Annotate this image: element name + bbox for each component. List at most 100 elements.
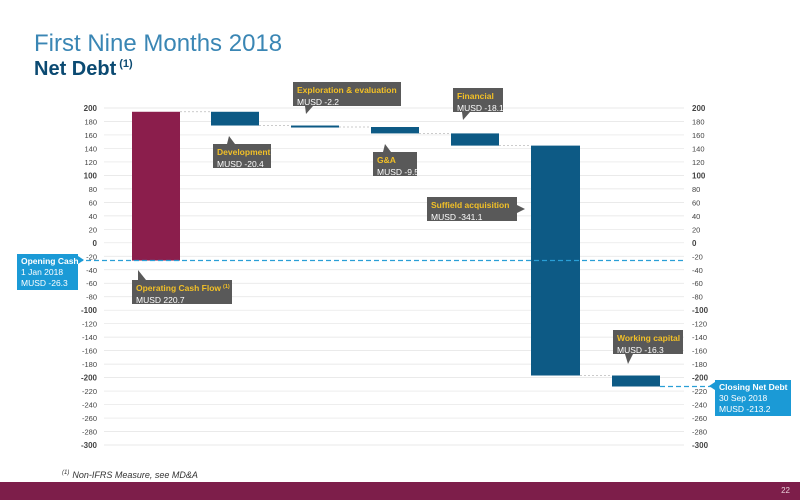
y-tick-label-left: -120	[82, 320, 97, 329]
page-subtitle: Net Debt (1)	[34, 58, 133, 81]
callout-opening-cash-box	[17, 254, 78, 290]
callout-closing-net-debt-value: MUSD -213.2	[719, 404, 771, 414]
waterfall-bar	[291, 125, 339, 128]
y-tick-label-right: -120	[692, 320, 707, 329]
subtitle-text: Net Debt	[34, 58, 117, 80]
y-tick-label-right: -60	[692, 279, 703, 288]
y-tick-label-right: -280	[692, 428, 707, 437]
waterfall-bar	[612, 375, 660, 387]
y-tick-label-right: -20	[692, 252, 703, 261]
y-tick-label-left: 140	[84, 144, 97, 153]
subtitle-footnote-mark: (1)	[119, 58, 133, 70]
page-number: 22	[781, 486, 790, 495]
callout-suffield-box	[427, 197, 517, 221]
callout-financial-pointer	[462, 112, 470, 120]
y-tick-label-left: 100	[84, 171, 98, 180]
callout-operating-cash-flow-value: MUSD 220.7	[136, 295, 185, 305]
page-title: First Nine Months 2018	[34, 30, 283, 57]
callout-operating-cash-flow-title: Operating Cash Flow (1)	[136, 283, 230, 293]
callout-working-capital-box	[613, 330, 683, 354]
y-tick-label-left: 80	[89, 185, 97, 194]
callout-g-and-a-title: G&A	[377, 155, 396, 165]
waterfall-bar	[211, 111, 259, 126]
y-tick-label-left: -160	[82, 347, 97, 356]
y-tick-label-right: 20	[692, 225, 700, 234]
y-tick-label-left: -60	[86, 279, 97, 288]
footnote-text: Non-IFRS Measure, see MD&A	[72, 470, 198, 480]
callout-suffield-value: MUSD -341.1	[431, 212, 483, 222]
y-tick-label-left: 180	[84, 117, 97, 126]
y-tick-label-left: -20	[86, 252, 97, 261]
y-tick-label-right: -80	[692, 293, 703, 302]
y-tick-label-right: -220	[692, 387, 707, 396]
y-tick-label-left: 160	[84, 131, 97, 140]
callout-closing-net-debt-pointer	[709, 382, 715, 390]
callout-g-and-a-pointer	[383, 144, 391, 152]
waterfall-bar	[451, 133, 499, 146]
y-tick-label-left: -260	[82, 414, 97, 423]
y-tick-label-left: 40	[89, 212, 97, 221]
y-tick-label-right: -160	[692, 347, 707, 356]
y-tick-label-right: 0	[692, 239, 697, 248]
y-tick-label-left: -180	[82, 360, 97, 369]
footnote: (1) Non-IFRS Measure, see MD&A	[62, 470, 198, 480]
callout-development-pointer	[227, 136, 235, 144]
callout-development-value: MUSD -20.4	[217, 159, 264, 169]
y-tick-label-right: -300	[692, 441, 709, 450]
y-tick-label-left: -140	[82, 333, 97, 342]
y-tick-label-right: -40	[692, 266, 703, 275]
y-tick-label-left: -240	[82, 401, 97, 410]
y-tick-label-right: 80	[692, 185, 700, 194]
y-tick-label-right: -180	[692, 360, 707, 369]
callout-g-and-a-box	[373, 152, 417, 176]
callout-operating-cash-flow-pointer	[138, 270, 146, 280]
y-tick-label-left: -100	[81, 306, 98, 315]
callout-operating-cash-flow-box	[132, 280, 232, 304]
y-tick-label-right: -140	[692, 333, 707, 342]
callout-closing-net-debt-title: Closing Net Debt	[719, 382, 788, 392]
y-tick-label-left: -220	[82, 387, 97, 396]
callout-closing-net-debt-box	[715, 380, 791, 416]
callout-financial-value: MUSD -18.1	[457, 103, 504, 113]
callout-exploration-pointer	[305, 106, 313, 114]
callout-opening-cash-pointer	[78, 256, 84, 264]
callout-development-box	[213, 144, 271, 168]
y-tick-label-right: 160	[692, 131, 705, 140]
waterfall-bar	[132, 111, 180, 261]
y-tick-label-left: 0	[93, 239, 98, 248]
y-tick-label-left: 120	[84, 158, 97, 167]
callout-g-and-a-value: MUSD -9.5	[377, 167, 419, 177]
y-tick-label-right: 60	[692, 198, 700, 207]
y-tick-label-right: 200	[692, 104, 706, 113]
y-tick-label-right: 40	[692, 212, 700, 221]
callout-opening-cash-date: 1 Jan 2018	[21, 267, 63, 277]
callout-exploration-value: MUSD -2.2	[297, 97, 339, 107]
y-tick-label-right: 140	[692, 144, 705, 153]
footnote-mark: (1)	[62, 470, 70, 476]
callout-suffield-pointer	[517, 205, 525, 213]
callout-exploration-box	[293, 82, 401, 106]
waterfall-bar	[371, 127, 419, 134]
callout-development-title: Development	[217, 147, 271, 157]
y-tick-label-right: -240	[692, 401, 707, 410]
callout-working-capital-value: MUSD -16.3	[617, 345, 664, 355]
y-tick-label-right: 180	[692, 117, 705, 126]
waterfall-bar	[531, 145, 580, 376]
callout-suffield-title: Suffield acquisition	[431, 200, 509, 210]
y-tick-label-left: 20	[89, 225, 97, 234]
callout-working-capital-pointer	[625, 354, 633, 364]
y-tick-label-left: -200	[81, 374, 98, 383]
y-tick-label-left: 200	[84, 104, 98, 113]
y-tick-label-left: -280	[82, 428, 97, 437]
bottom-bar: 22	[0, 482, 800, 500]
callout-exploration-title: Exploration & evaluation	[297, 85, 397, 95]
y-tick-label-right: -200	[692, 374, 709, 383]
callout-closing-net-debt-date: 30 Sep 2018	[719, 393, 767, 403]
y-tick-label-right: -260	[692, 414, 707, 423]
callout-working-capital-title: Working capital	[617, 333, 680, 343]
y-tick-label-right: 100	[692, 171, 706, 180]
y-tick-label-right: 120	[692, 158, 705, 167]
callout-operating-cash-flow-note: (1)	[223, 284, 230, 290]
callout-opening-cash-value: MUSD -26.3	[21, 278, 68, 288]
